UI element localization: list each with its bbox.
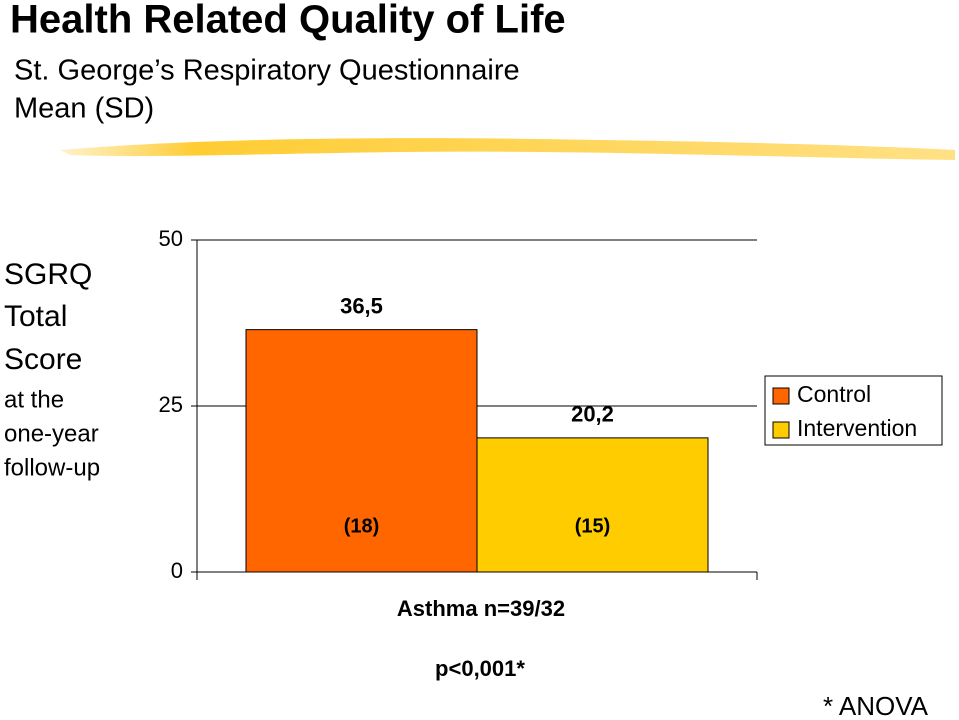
x-tick-label: Asthma n=39/32: [397, 596, 565, 621]
legend-box: [764, 375, 943, 446]
title: Health Related Quality of Life: [10, 0, 566, 42]
y-axis-label: Total: [4, 300, 67, 333]
value-label: 36,5: [340, 293, 383, 318]
legend-label: Intervention: [797, 415, 917, 441]
y-axis-label: SGRQ: [4, 258, 92, 291]
footnote: * ANOVA: [823, 691, 929, 720]
value-label: 20,2: [571, 402, 614, 427]
legend-swatch: [772, 387, 790, 405]
bar: [245, 329, 478, 573]
sd-label: (18): [344, 515, 380, 537]
y-axis-label: Score: [4, 343, 82, 376]
p-value: p<0,001*: [435, 656, 525, 681]
sd-label: (15): [575, 515, 611, 537]
legend-swatch: [772, 421, 790, 439]
brush-stroke: [60, 138, 955, 160]
y-tick-label: 25: [159, 392, 183, 417]
bar: [476, 437, 709, 573]
legend-label: Control: [797, 381, 871, 407]
subtitle: Mean (SD): [14, 93, 154, 125]
y-axis-label: at the: [4, 386, 64, 413]
y-tick-label: 0: [171, 558, 183, 583]
subtitle: St. George’s Respiratory Questionnaire: [14, 55, 520, 87]
y-axis-label: one-year: [4, 420, 99, 447]
y-tick-label: 50: [159, 226, 183, 251]
y-axis-label: follow-up: [4, 454, 100, 481]
